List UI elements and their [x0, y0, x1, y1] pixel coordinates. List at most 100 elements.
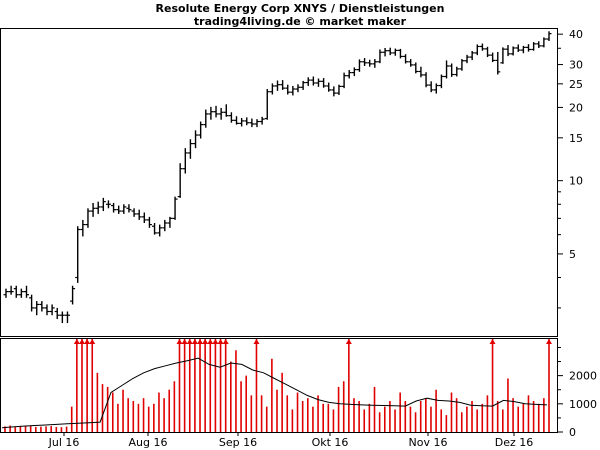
price-bar	[469, 51, 475, 61]
volume-cap-arrow	[78, 339, 85, 344]
time-tick-label: Dez 16	[495, 436, 534, 449]
time-tick-label: Aug 16	[129, 436, 168, 449]
price-bar	[408, 59, 414, 67]
price-bar	[423, 72, 429, 88]
price-bar	[336, 84, 342, 95]
price-bar	[326, 82, 332, 92]
price-bar	[111, 202, 117, 213]
price-bar	[474, 44, 480, 56]
price-bar	[438, 74, 444, 89]
time-tick-label: Sep 16	[219, 436, 257, 449]
price-bar	[367, 59, 373, 67]
price-bar	[428, 81, 434, 93]
price-bar	[382, 47, 388, 57]
price-bar	[449, 63, 455, 77]
price-bar	[136, 209, 142, 220]
volume-cap-arrow	[207, 339, 214, 344]
price-bar	[18, 288, 24, 298]
price-bar	[64, 311, 70, 324]
price-bar	[280, 80, 286, 90]
price-bar	[331, 86, 337, 97]
price-tick-label: 10	[569, 175, 583, 188]
time-axis: Jul 16 Aug 16 Sep 16 Okt 16 Nov 16 Dez 16	[48, 432, 534, 449]
price-bar	[500, 47, 506, 64]
price-bar	[285, 84, 291, 95]
price-bar	[75, 226, 81, 283]
price-bar	[341, 72, 347, 89]
price-bar	[90, 202, 96, 217]
price-bar	[454, 66, 460, 77]
price-bar	[485, 46, 491, 58]
price-tick-label: 15	[569, 132, 583, 145]
time-tick-label: Nov 16	[409, 436, 448, 449]
chart-subtitle: trading4living.de © market maker	[194, 15, 407, 28]
volume-tick-label: 2000	[569, 370, 597, 383]
price-bar	[531, 42, 537, 51]
price-bar	[203, 109, 209, 128]
price-bar	[116, 205, 122, 214]
price-bar	[105, 200, 111, 209]
price-bar	[520, 45, 526, 54]
price-bar	[459, 59, 465, 71]
price-bar	[13, 285, 19, 298]
price-bar	[346, 69, 352, 79]
price-bar	[418, 66, 424, 78]
price-bar	[131, 208, 137, 217]
price-bar	[490, 52, 496, 63]
price-bar	[362, 58, 368, 66]
price-bar	[228, 112, 234, 123]
price-bar	[23, 285, 29, 298]
price-bar	[300, 80, 306, 90]
price-bar	[172, 196, 178, 220]
price-bar	[315, 78, 321, 87]
price-bar	[541, 37, 547, 48]
price-bar	[495, 51, 501, 75]
volume-cap-arrow	[186, 339, 193, 344]
price-bar	[80, 219, 86, 237]
price-bar	[162, 219, 168, 232]
volume-average-line	[1, 357, 548, 429]
price-bar	[239, 117, 245, 127]
price-bar	[167, 216, 173, 228]
price-tick-label: 25	[569, 78, 583, 91]
price-bar	[146, 216, 152, 228]
price-bar	[269, 83, 275, 95]
price-bar	[34, 301, 40, 316]
price-bar	[305, 77, 311, 86]
price-bar	[290, 85, 296, 96]
price-bar	[444, 60, 450, 79]
price-bar	[387, 47, 393, 56]
volume-cap-arrow	[212, 339, 219, 344]
price-panel-frame	[0, 28, 558, 337]
price-bar	[39, 301, 45, 312]
price-bar	[244, 117, 250, 126]
price-bar	[464, 54, 470, 64]
price-bar	[59, 311, 65, 324]
volume-panel-frame	[0, 338, 558, 433]
price-bar	[121, 204, 127, 214]
price-bar	[249, 118, 255, 128]
price-tick-label: 40	[569, 28, 583, 41]
price-bar	[193, 130, 199, 149]
price-bar	[187, 139, 193, 159]
volume-cap-arrow	[489, 339, 496, 344]
time-tick-label: Okt 16	[312, 436, 349, 449]
price-bar	[403, 54, 409, 64]
volume-cap-arrow	[181, 339, 188, 344]
price-bar	[208, 106, 214, 120]
price-bar	[100, 197, 106, 212]
price-bar	[49, 304, 55, 316]
volume-cap-arrow	[222, 339, 229, 344]
volume-tick-label: 1000	[569, 398, 597, 411]
volume-cap-arrow	[191, 339, 198, 344]
price-bar	[213, 105, 219, 118]
price-bar	[377, 49, 383, 64]
volume-cap-arrow	[546, 339, 552, 344]
volume-cap-arrow	[202, 339, 209, 344]
price-bar	[182, 148, 188, 174]
price-bar	[433, 83, 439, 94]
price-bar	[157, 224, 163, 237]
price-bar	[536, 41, 542, 48]
volume-axis: 2000 1000 0	[558, 346, 597, 439]
price-bar	[264, 89, 270, 120]
